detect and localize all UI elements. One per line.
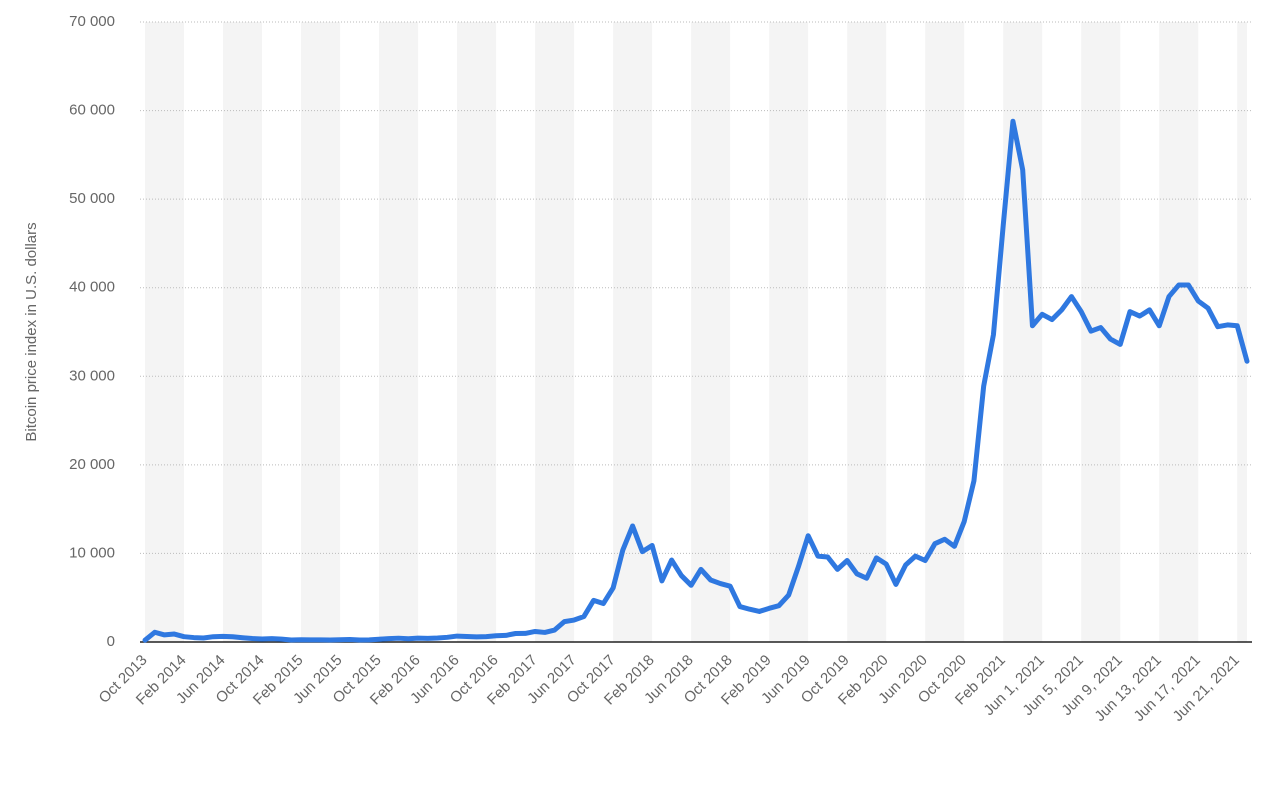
y-tick-label: 0 [107, 633, 115, 650]
band [1081, 22, 1121, 642]
line [142, 118, 1250, 643]
y-tick-label: 30 000 [69, 367, 115, 384]
band [847, 22, 887, 642]
band [145, 22, 185, 642]
y-tick-label: 70 000 [69, 13, 115, 30]
band [769, 22, 809, 642]
band [379, 22, 419, 642]
y-axis-label: Bitcoin price index in U.S. dollars [23, 222, 40, 441]
y-tick-label: 20 000 [69, 456, 115, 473]
y-tick-label: 10 000 [69, 544, 115, 561]
y-tick-label: 40 000 [69, 279, 115, 296]
y-tick-label: 60 000 [69, 102, 115, 119]
band [613, 22, 653, 642]
band [1237, 22, 1247, 642]
band [1159, 22, 1199, 642]
background-bands [145, 22, 1247, 642]
y-tick-label: 50 000 [69, 190, 115, 207]
band [223, 22, 263, 642]
band [691, 22, 731, 642]
band [535, 22, 575, 642]
band [301, 22, 341, 642]
band [1003, 22, 1043, 642]
band [457, 22, 497, 642]
